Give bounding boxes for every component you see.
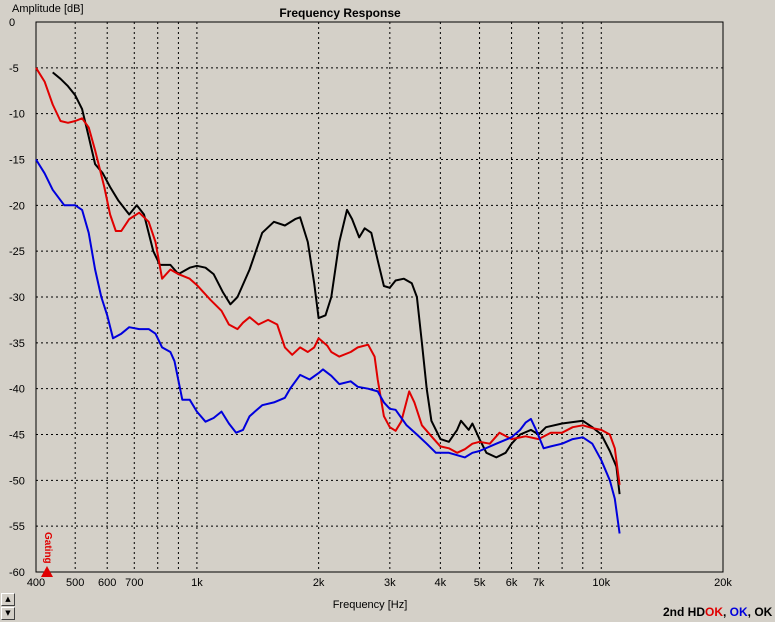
y-tick-label: -45 [9, 430, 25, 442]
status-item: , [747, 605, 755, 619]
chart-title: Frequency Response [279, 6, 401, 20]
x-tick-label: 20k [714, 577, 732, 589]
status-item: , [723, 605, 730, 619]
x-tick-label: 5k [474, 577, 486, 589]
x-tick-label: 1k [191, 577, 203, 589]
scroll-up-button[interactable]: ▲ [1, 593, 15, 606]
status-item: OK [754, 605, 773, 619]
y-tick-label: -30 [9, 292, 25, 304]
status-items: OK, OK, OK [705, 605, 772, 619]
y-tick-label: -20 [9, 200, 25, 212]
y-tick-label: -25 [9, 246, 25, 258]
status-indicator: 2nd HDOK, OK, OK [663, 605, 772, 619]
plot-area [35, 21, 724, 573]
grid [36, 22, 723, 572]
y-tick-label: -40 [9, 384, 25, 396]
x-tick-label: 2k [313, 577, 325, 589]
y-tick-label: -55 [9, 521, 25, 533]
x-tick-label: 6k [506, 577, 518, 589]
status-item: OK [729, 605, 748, 619]
gating-marker: Gating [41, 532, 53, 577]
gating-arrow-icon [41, 566, 53, 577]
x-tick-label: 600 [98, 577, 116, 589]
series-line [35, 158, 621, 534]
series-lines [35, 67, 621, 534]
x-tick-label: 400 [27, 577, 45, 589]
scroll-down-button[interactable]: ▼ [1, 607, 15, 620]
y-tick-label: -10 [9, 109, 25, 121]
y-tick-label: -50 [9, 475, 25, 487]
x-axis-title: Frequency [Hz] [333, 599, 408, 611]
y-axis-title: Amplitude [dB] [12, 3, 84, 15]
y-tick-label: -35 [9, 338, 25, 350]
y-tick-label: -15 [9, 155, 25, 167]
x-tick-label: 7k [533, 577, 545, 589]
y-tick-label: -60 [9, 567, 25, 579]
x-tick-label: 4k [435, 577, 447, 589]
x-tick-label: 700 [125, 577, 143, 589]
y-tick-label: -5 [9, 63, 19, 75]
series-line [52, 71, 621, 495]
x-tick-label: 500 [66, 577, 84, 589]
x-tick-label: 3k [384, 577, 396, 589]
status-label: 2nd HD [663, 605, 705, 619]
status-item: OK [705, 605, 723, 619]
gating-label: Gating [42, 532, 53, 564]
y-tick-label: 0 [9, 17, 15, 29]
series-line [35, 67, 621, 486]
x-tick-label: 10k [592, 577, 610, 589]
